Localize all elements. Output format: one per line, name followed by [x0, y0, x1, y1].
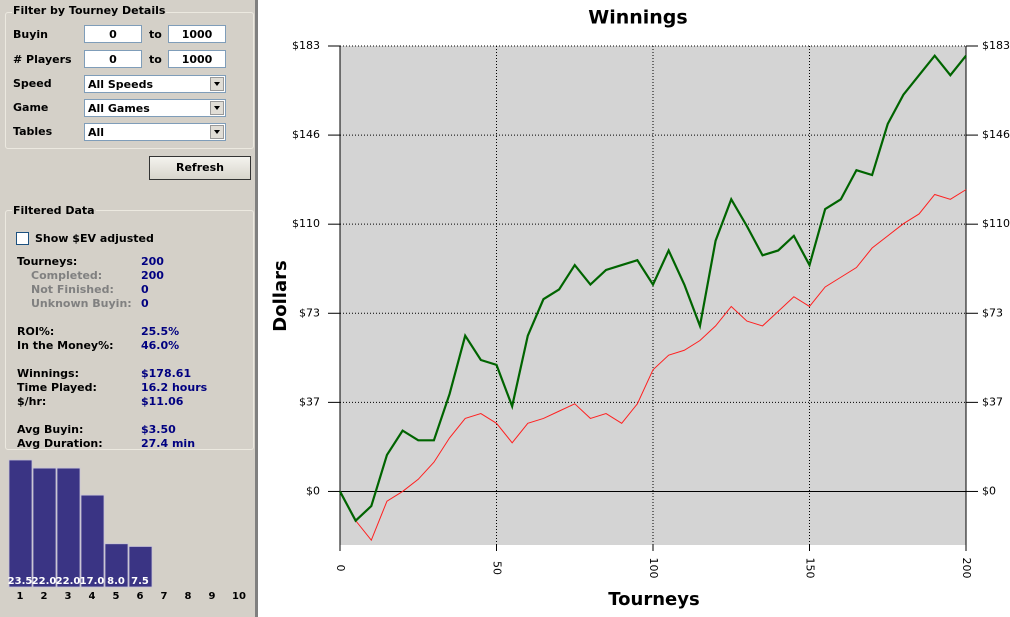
stat-value: 200 [141, 269, 164, 282]
checkbox[interactable] [16, 232, 29, 245]
x-tick-label: 1 [17, 591, 24, 602]
y2-tick-label: $0 [982, 484, 996, 497]
text-input[interactable]: 1000 [168, 50, 226, 68]
data-label: 8.0 [107, 576, 125, 587]
stat-label: $/hr: [17, 395, 47, 408]
x-tick-label: 4 [89, 591, 96, 602]
dropdown[interactable]: All Games [84, 99, 226, 117]
data-label: 7.5 [131, 576, 149, 587]
y-axis-label: Dollars [270, 260, 291, 331]
text-input[interactable]: 1000 [168, 25, 226, 43]
data-label: 22.0 [32, 576, 57, 587]
y2-tick-label: $183 [982, 39, 1010, 52]
stat-value: 0 [141, 297, 149, 310]
stat-value: $178.61 [141, 367, 192, 380]
field-label: Speed [13, 77, 52, 90]
y2-tick-label: $110 [982, 217, 1010, 230]
x-tick-label: 0 [334, 565, 347, 572]
field-label: Game [13, 101, 49, 114]
stat-value: 46.0% [141, 339, 180, 352]
field-label: Buyin [13, 28, 48, 41]
stat-value: 0 [141, 283, 149, 296]
x-tick-label: 150 [804, 558, 817, 579]
y-tick-label: $183 [292, 39, 320, 52]
stat-label: Unknown Buyin: [31, 297, 132, 310]
range-to: to [149, 53, 162, 66]
stat-label: ROI%: [17, 325, 55, 338]
stat-value: 200 [141, 255, 164, 268]
y-tick-label: $110 [292, 217, 320, 230]
y-tick-label: $0 [306, 484, 320, 497]
x-axis-label: Tourneys [608, 589, 699, 610]
stat-value: $3.50 [141, 423, 176, 436]
stat-value: 27.4 min [141, 437, 196, 450]
stat-value: 16.2 hours [141, 381, 208, 394]
data-label: 17.0 [80, 576, 105, 587]
x-tick-label: 5 [113, 591, 120, 602]
y-tick-label: $37 [299, 395, 320, 408]
x-tick-label: 3 [65, 591, 72, 602]
bar [128, 546, 153, 588]
stat-label: Winnings: [17, 367, 79, 380]
series-line [339, 53, 967, 523]
stat-value: 25.5% [141, 325, 180, 338]
field-label: Tables [13, 125, 53, 138]
bar [32, 467, 57, 588]
finish-chart: 1 23.5 2 22.0 3 22.0 4 17.0 5 8.0 6 7.5 7 8 9 10 [8, 459, 246, 602]
x-tick-label: 200 [960, 558, 973, 579]
bar [8, 459, 33, 588]
stat-label: Tourneys: [17, 255, 78, 268]
data-label: 22.0 [56, 576, 81, 587]
stat-label: Time Played: [17, 381, 97, 394]
stat-label: Completed: [31, 269, 103, 282]
stat-label: Avg Buyin: [17, 423, 84, 436]
y2-tick-label: $146 [982, 128, 1010, 141]
stat-label: Not Finished: [31, 283, 114, 296]
dropdown-arrow[interactable] [210, 101, 224, 115]
stat-value: $11.06 [141, 395, 184, 408]
stat-label: Avg Duration: [17, 437, 103, 450]
y-tick-label: $146 [292, 128, 320, 141]
series-line [339, 189, 967, 542]
group-title: Filter by Tourney Details [12, 4, 167, 17]
dropdown[interactable]: All [84, 123, 226, 141]
data-label: 23.5 [8, 576, 33, 587]
range-to: to [149, 28, 162, 41]
refresh-button[interactable]: Refresh [149, 156, 251, 180]
x-tick-label: 10 [232, 591, 246, 602]
bar [104, 543, 129, 588]
text-input[interactable]: 0 [84, 50, 142, 68]
x-tick-label: 6 [137, 591, 144, 602]
x-tick-label: 50 [491, 561, 504, 575]
checkbox-label: Show $EV adjusted [35, 232, 154, 245]
field-label: # Players [13, 53, 72, 66]
bar [80, 494, 105, 588]
chart-title: Winnings [588, 7, 687, 29]
x-tick-label: 8 [185, 591, 192, 602]
group-title: Filtered Data [12, 204, 96, 217]
y2-tick-label: $73 [982, 306, 1003, 319]
y2-tick-label: $37 [982, 395, 1003, 408]
dropdown-arrow[interactable] [210, 77, 224, 91]
y-tick-label: $73 [299, 306, 320, 319]
x-tick-label: 7 [161, 591, 168, 602]
x-tick-label: 100 [647, 558, 660, 579]
filtered-group [5, 210, 254, 450]
dropdown[interactable]: All Speeds [84, 75, 226, 93]
sidebar: Filter by Tourney Details Filtered Data … [0, 0, 258, 617]
bar [56, 467, 81, 588]
text-input[interactable]: 0 [84, 25, 142, 43]
stat-label: In the Money%: [17, 339, 114, 352]
x-tick-label: 2 [41, 591, 48, 602]
chart: Winnings Tourneys Dollars $0 $37 $73 $110 $1… [270, 7, 1010, 611]
x-tick-label: 9 [209, 591, 216, 602]
dropdown-arrow[interactable] [210, 125, 224, 139]
